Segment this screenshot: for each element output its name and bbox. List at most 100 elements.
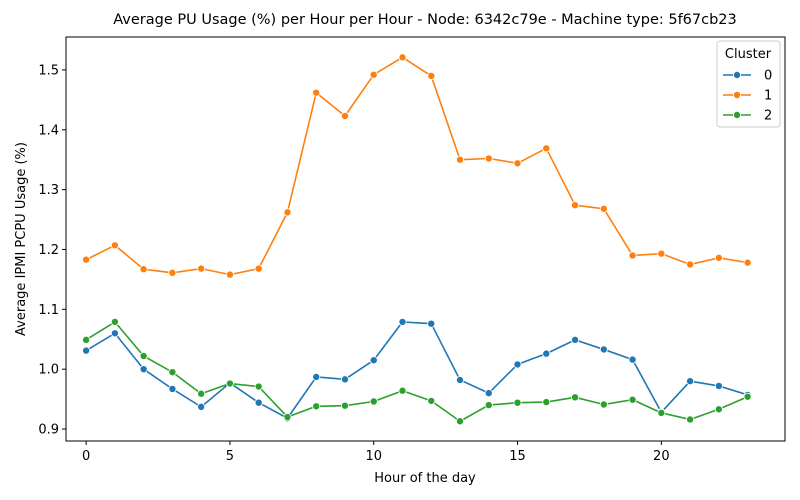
y-tick-label: 1.5	[38, 63, 59, 78]
data-point	[484, 389, 493, 398]
y-tick-label: 1.2	[38, 243, 59, 258]
data-point	[513, 360, 522, 369]
legend-title: Cluster	[725, 47, 772, 62]
y-axis-label: Average IPMI PCPU Usage (%)	[14, 142, 29, 336]
x-axis-label: Hour of the day	[374, 471, 476, 486]
data-point	[513, 159, 522, 168]
y-tick-label: 1.4	[38, 123, 59, 138]
data-point	[168, 268, 177, 277]
y-tick-label: 1.0	[38, 363, 59, 378]
data-point	[197, 389, 206, 398]
data-point	[484, 154, 493, 163]
data-point	[542, 398, 551, 407]
series-line	[85, 321, 748, 420]
data-point	[312, 88, 321, 97]
data-point	[743, 392, 752, 401]
data-point	[225, 379, 234, 388]
data-point	[657, 249, 666, 258]
data-point	[686, 377, 695, 386]
x-tick-label: 15	[509, 449, 526, 464]
data-point	[686, 260, 695, 269]
x-tick-label: 5	[226, 449, 234, 464]
plot-frame	[65, 36, 786, 442]
x-tick-label: 20	[653, 449, 670, 464]
plot-area	[82, 53, 752, 426]
data-point	[456, 417, 465, 426]
data-point	[225, 270, 234, 279]
data-point	[714, 253, 723, 262]
data-point	[427, 71, 436, 80]
data-point	[312, 372, 321, 381]
series-line	[85, 321, 748, 423]
data-point	[340, 401, 349, 410]
data-point	[369, 70, 378, 79]
data-point	[599, 400, 608, 409]
data-point	[82, 255, 91, 264]
series-0	[82, 317, 752, 423]
data-point	[398, 53, 407, 62]
legend-marker	[733, 71, 742, 80]
data-point	[456, 375, 465, 384]
data-point	[398, 317, 407, 326]
data-point	[743, 258, 752, 267]
legend-marker	[733, 91, 742, 100]
legend-box	[716, 40, 781, 128]
legend-label: 0	[764, 69, 772, 84]
data-point	[714, 381, 723, 390]
data-point	[571, 335, 580, 344]
data-point	[369, 356, 378, 365]
data-point	[139, 365, 148, 374]
data-point	[427, 396, 436, 405]
data-point	[110, 241, 119, 250]
data-point	[312, 402, 321, 411]
data-point	[197, 402, 206, 411]
data-point	[657, 408, 666, 417]
series-line	[85, 56, 748, 276]
series-2	[82, 317, 752, 426]
legend-item: 2	[723, 109, 772, 124]
data-point	[456, 155, 465, 164]
legend-label: 2	[764, 109, 772, 124]
y-tick-label: 0.9	[38, 423, 59, 438]
data-point	[628, 395, 637, 404]
legend-item: 0	[723, 69, 772, 84]
data-point	[628, 251, 637, 260]
data-point	[484, 401, 493, 410]
data-point	[714, 405, 723, 414]
legend-marker	[733, 111, 742, 120]
chart-title: Average PU Usage (%) per Hour per Hour -…	[113, 12, 737, 28]
data-point	[168, 384, 177, 393]
data-point	[686, 415, 695, 424]
data-point	[110, 329, 119, 338]
x-tick-label: 10	[365, 449, 382, 464]
data-point	[110, 317, 119, 326]
data-point	[82, 346, 91, 355]
data-point	[628, 355, 637, 364]
series-1	[82, 53, 752, 279]
y-tick-label: 1.1	[38, 303, 59, 318]
data-point	[254, 398, 263, 407]
x-axis: 0 5 10 15 20	[82, 441, 670, 464]
data-point	[254, 264, 263, 273]
data-point	[398, 386, 407, 395]
legend-label: 1	[764, 89, 772, 104]
data-point	[340, 112, 349, 121]
data-point	[513, 398, 522, 407]
data-point	[571, 201, 580, 210]
data-point	[82, 335, 91, 344]
data-point	[254, 382, 263, 391]
data-point	[427, 319, 436, 328]
data-point	[139, 352, 148, 361]
data-point	[599, 345, 608, 354]
data-point	[168, 368, 177, 377]
legend-item: 1	[723, 89, 772, 104]
data-point	[340, 375, 349, 384]
y-tick-label: 1.3	[38, 183, 59, 198]
data-point	[197, 264, 206, 273]
data-point	[283, 208, 292, 217]
data-point	[139, 265, 148, 274]
data-point	[542, 349, 551, 358]
data-point	[369, 397, 378, 406]
data-point	[542, 144, 551, 153]
